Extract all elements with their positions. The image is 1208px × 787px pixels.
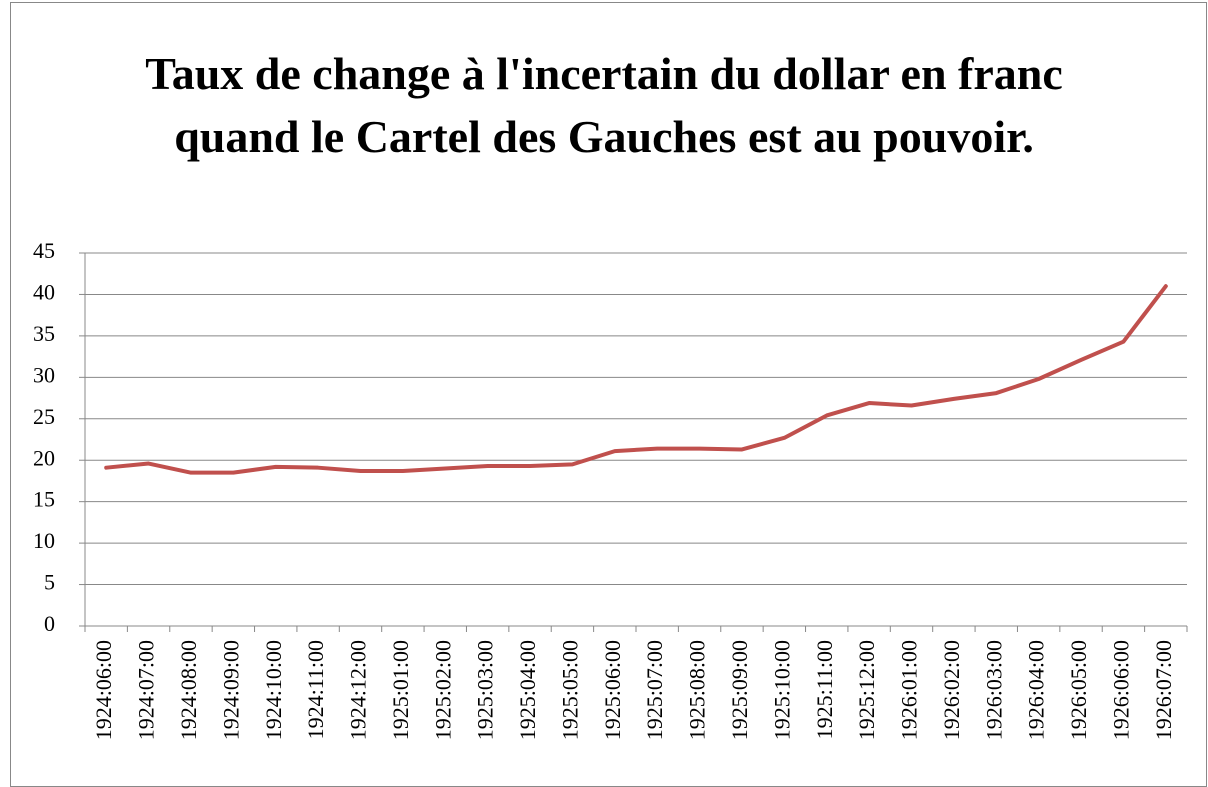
- x-tick-label: 1925:01:00: [388, 640, 413, 740]
- y-tick-label: 20: [33, 445, 55, 470]
- x-tick-label: 1924:11:00: [303, 640, 328, 739]
- x-tick-label: 1924:10:00: [261, 640, 286, 740]
- data-line: [104, 284, 1168, 475]
- x-tick-label: 1925:09:00: [727, 640, 752, 740]
- y-tick-label: 30: [33, 362, 55, 387]
- y-tick-label: 40: [33, 279, 55, 304]
- chart-title: Taux de change à l'incertain du dollar e…: [145, 48, 1063, 162]
- x-tick-label: 1926:03:00: [981, 640, 1006, 740]
- x-tick-label: 1925:08:00: [685, 640, 710, 740]
- y-tick-label: 25: [33, 404, 55, 429]
- y-tick-label: 15: [33, 487, 55, 512]
- y-tick-label: 35: [33, 321, 55, 346]
- y-tick-label: 0: [44, 611, 55, 636]
- y-tick-label: 10: [33, 528, 55, 553]
- x-tick-label: 1924:12:00: [346, 640, 371, 740]
- y-tick-label: 45: [33, 238, 55, 263]
- x-tick-label: 1926:06:00: [1108, 640, 1133, 740]
- x-tick-label: 1924:06:00: [91, 640, 116, 740]
- x-tick-label: 1924:09:00: [218, 640, 243, 740]
- x-tick-label: 1926:02:00: [939, 640, 964, 740]
- y-tick-label: 5: [44, 570, 55, 595]
- x-tick-label: 1926:05:00: [1066, 640, 1091, 740]
- x-tick-label: 1925:05:00: [557, 640, 582, 740]
- x-tick-label: 1925:12:00: [854, 640, 879, 740]
- x-tick-label: 1925:06:00: [600, 640, 625, 740]
- x-tick-label: 1924:08:00: [176, 640, 201, 740]
- x-tick-label: 1925:03:00: [473, 640, 498, 740]
- x-tick-label: 1926:04:00: [1024, 640, 1049, 740]
- x-tick-label: 1925:11:00: [812, 640, 837, 739]
- x-tick-label: 1925:07:00: [642, 640, 667, 740]
- x-tick-label: 1925:10:00: [769, 640, 794, 740]
- x-tick-label: 1925:04:00: [515, 640, 540, 740]
- x-tick-label: 1926:07:00: [1151, 640, 1176, 740]
- x-tick-label: 1925:02:00: [430, 640, 455, 740]
- x-tick-label: 1926:01:00: [897, 640, 922, 740]
- x-tick-label: 1924:07:00: [134, 640, 159, 740]
